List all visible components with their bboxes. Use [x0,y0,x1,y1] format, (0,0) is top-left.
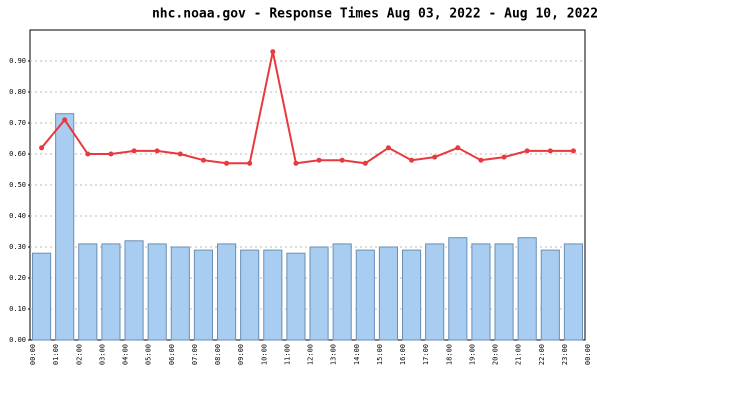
bar [32,252,52,341]
bar [78,243,98,341]
x-tick-label: 05:00 [145,344,153,365]
y-tick-label: 0.80 [9,88,26,96]
point [131,148,137,154]
x-tick-label: 04:00 [122,344,130,365]
y-tick-label: 0.10 [9,305,26,313]
x-tick-label: 00:00 [584,344,592,365]
point [39,145,45,151]
y-tick-label: 0.90 [9,57,26,65]
point [154,148,160,154]
y-tick-label: 0.00 [9,336,26,344]
point [85,151,91,157]
bar [193,249,213,341]
y-tick-label: 0.30 [9,243,26,251]
bar [147,243,167,341]
bar [402,249,422,341]
x-tick-label: 06:00 [168,344,176,365]
point [200,157,206,163]
bar [263,249,283,341]
x-tick-label: 11:00 [283,344,291,365]
bar [494,243,514,341]
point [409,157,415,163]
bar [471,243,491,341]
y-tick-label: 0.20 [9,274,26,282]
bar [286,252,306,341]
x-tick-label: 10:00 [260,344,268,365]
x-tick-label: 00:00 [29,344,37,365]
x-tick-label: 12:00 [307,344,315,365]
bar [355,249,375,341]
bar [124,240,144,341]
x-tick-label: 23:00 [561,344,569,365]
point [455,145,461,151]
point [293,160,299,166]
x-tick-label: 20:00 [492,344,500,365]
point [385,145,391,151]
point [177,151,183,157]
x-tick-label: 07:00 [191,344,199,365]
bar [240,249,260,341]
bar [448,237,468,341]
bar [309,246,329,341]
x-tick-label: 22:00 [538,344,546,365]
bar [378,246,398,341]
y-tick-label: 0.60 [9,150,26,158]
point [270,49,276,55]
plot-area [29,29,586,341]
point [247,160,253,166]
bar [55,113,75,341]
x-tick-label: 17:00 [422,344,430,365]
point [570,148,576,154]
bar [563,243,583,341]
x-tick-label: 03:00 [98,344,106,365]
y-tick-label: 0.50 [9,181,26,189]
point [316,157,322,163]
point [339,157,345,163]
line [40,51,574,165]
bar [517,237,537,341]
point [224,160,230,166]
x-tick-label: 02:00 [75,344,83,365]
point [547,148,553,154]
x-tick-label: 15:00 [376,344,384,365]
bar [217,243,237,341]
x-tick-label: 01:00 [52,344,60,365]
y-tick-label: 0.40 [9,212,26,220]
bar [101,243,121,341]
x-tick-label: 19:00 [468,344,476,365]
x-tick-label: 09:00 [237,344,245,365]
point [478,157,484,163]
point [501,154,507,160]
bar [170,246,190,341]
x-tick-label: 21:00 [515,344,523,365]
bar [540,249,560,341]
x-tick-label: 08:00 [214,344,222,365]
x-tick-label: 14:00 [353,344,361,365]
x-tick-label: 16:00 [399,344,407,365]
point [362,160,368,166]
point [432,154,438,160]
x-tick-label: 13:00 [330,344,338,365]
x-tick-label: 18:00 [445,344,453,365]
bar [425,243,445,341]
point [108,151,114,157]
bar [332,243,352,341]
point [62,117,68,123]
point [524,148,530,154]
y-tick-label: 0.70 [9,119,26,127]
chart-title: nhc.noaa.gov - Response Times Aug 03, 20… [152,7,598,22]
